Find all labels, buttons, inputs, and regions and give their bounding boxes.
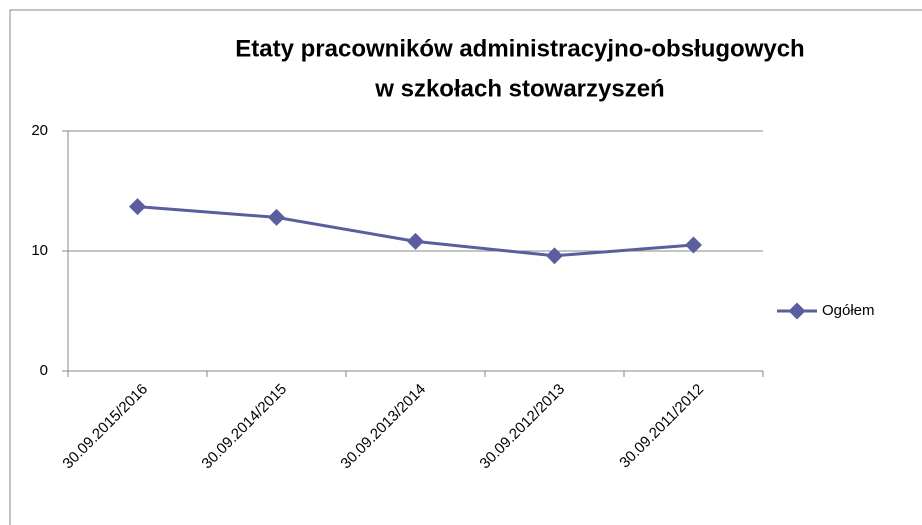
x-tick-label: 30.09.2012/2013 (476, 381, 568, 473)
x-tick-label: 30.09.2013/2014 (337, 381, 429, 473)
legend-label: Ogółem (822, 302, 875, 319)
chart-title: Etaty pracowników administracyjno-obsług… (235, 35, 804, 62)
chart-frame (9, 9, 922, 525)
chart-title: w szkołach stowarzyszeń (374, 75, 664, 102)
marker (129, 198, 146, 216)
x-tick-label: 30.09.2014/2015 (198, 381, 290, 473)
x-tick-label: 30.09.2015/2016 (59, 381, 151, 473)
marker (685, 236, 702, 254)
y-tick-label: 10 (31, 242, 48, 259)
x-tick-label: 30.09.2011/2012 (616, 381, 707, 472)
y-tick-label: 0 (40, 362, 48, 379)
marker (268, 208, 285, 226)
y-tick-label: 20 (31, 122, 48, 139)
legend-marker (788, 302, 806, 320)
marker (546, 247, 563, 265)
marker (407, 232, 424, 250)
